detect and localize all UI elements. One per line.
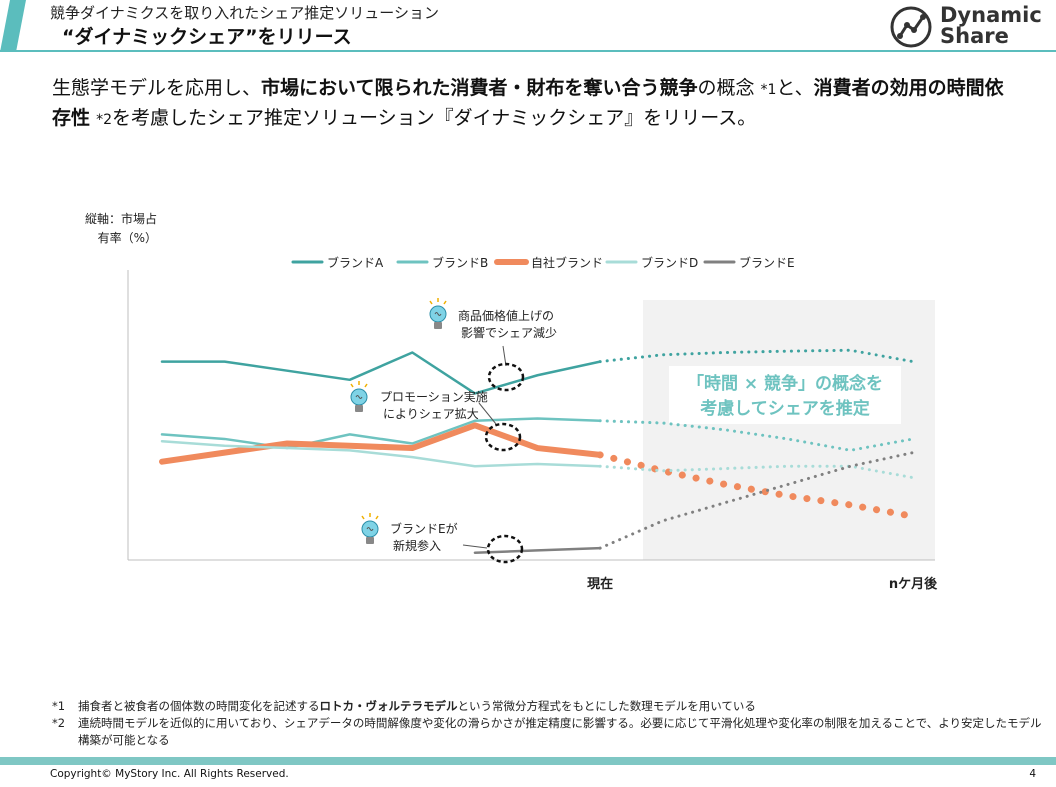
x-label-now: 現在 — [587, 576, 613, 592]
footnote-2-mark: *2 — [52, 716, 66, 730]
legend-label-1: ブランドB — [432, 255, 488, 270]
annotation-1-highlight — [484, 422, 522, 452]
legend-label-2: 自社ブランド — [531, 255, 603, 270]
footnote-1-bold: ロトカ・ヴォルテラモデル — [319, 699, 458, 713]
lead-text-5: を考慮したシェア推定ソリューション『ダイナミックシェア』をリリース。 — [111, 107, 757, 129]
page-number: 4 — [1029, 768, 1036, 780]
annotation-0-line2: 影響でシェア減少 — [461, 325, 557, 340]
projection-label-line2: 考慮してシェアを推定 — [699, 398, 870, 419]
header-subtitle: 競争ダイナミクスを取り入れたシェア推定ソリューション — [50, 4, 439, 22]
annotation-2-highlight — [486, 534, 524, 564]
annotation-2-line1: ブランドEが — [390, 521, 458, 536]
series-forecast-2 — [596, 451, 917, 520]
lead-bold-1: 市場において限られた消費者・財布を奪い合う競争 — [261, 77, 698, 99]
footnote-1-mark: *1 — [52, 699, 66, 713]
series-forecast-0 — [598, 348, 915, 364]
lightbulb-icon — [361, 513, 379, 544]
annotation-0-leader — [502, 345, 507, 367]
footnote-1: *1 捕食者と被食者の個体数の時間変化を記述するロトカ・ヴォルテラモデルという常… — [52, 698, 1042, 715]
annotation-0-line1: 商品価格値上げの — [458, 308, 554, 323]
footnote-2: *2 連続時間モデルを近似的に用いており、シェアデータの時間解像度や変化の滑らか… — [52, 715, 1042, 749]
footnote-1-text: 捕食者と被食者の個体数の時間変化を記述する — [78, 699, 320, 713]
annotation-1-line2: によりシェア拡大 — [383, 407, 479, 421]
x-label-n-months: nケ月後 — [889, 576, 938, 592]
series-layer — [159, 348, 917, 554]
series-actual-3 — [160, 439, 602, 468]
lead-text-2: の概念 — [697, 77, 761, 99]
header-divider — [0, 50, 1056, 52]
y-axis-label-line1: 縦軸：市場占 — [85, 211, 157, 226]
projection-area — [643, 300, 935, 560]
footnote-2-text: 連続時間モデルを近似的に用いており、シェアデータの時間解像度や変化の滑らかさが推… — [78, 716, 1042, 747]
logo-line1: Dynamic — [940, 3, 1042, 27]
dynamic-share-logo: Dynamic Share — [888, 4, 1054, 50]
footer-band — [0, 757, 1056, 765]
footnote-1-text-end: という常微分方程式をもとにした数理モデルを用いている — [457, 699, 756, 713]
series-forecast-1 — [598, 419, 915, 452]
legend-label-0: ブランドA — [327, 255, 384, 270]
lead-text-3: と、 — [776, 77, 814, 99]
page-title: “ダイナミックシェア”をリリース — [62, 26, 352, 48]
annotation-0-highlight — [487, 362, 525, 392]
copyright: Copyright© MyStory Inc. All Rights Reser… — [50, 768, 289, 780]
lead-note-2: *2 — [96, 112, 112, 128]
annotation-1-line1: プロモーション実施 — [380, 389, 488, 404]
legend-label-3: ブランドD — [641, 255, 698, 270]
annotation-2-line2: 新規参入 — [393, 538, 441, 553]
series-forecast-3 — [598, 464, 915, 480]
annotation-1-leader — [478, 402, 497, 425]
logo-chart-icon — [890, 6, 932, 48]
annotation-2-leader — [462, 544, 488, 549]
chart-legend: ブランドA ブランドB 自社ブランド ブランドD ブランドE — [291, 255, 795, 270]
series-actual-1 — [160, 417, 602, 450]
series-actual-4 — [473, 546, 602, 554]
series-forecast-4 — [598, 451, 915, 550]
lightbulb-icon — [350, 381, 368, 412]
logo-text: Dynamic Share — [940, 5, 1042, 47]
lead-text-1: 生態学モデルを応用し、 — [52, 77, 262, 99]
projection-label-line1: 「時間 × 競争」の概念を — [687, 373, 883, 394]
lead-paragraph: 生態学モデルを応用し、市場において限られた消費者・財布を奪い合う競争の概念 *1… — [52, 74, 1012, 134]
legend-label-4: ブランドE — [739, 255, 795, 270]
projection-label-box — [669, 366, 901, 424]
lightbulb-icon — [429, 298, 447, 329]
logo-line2: Share — [940, 24, 1009, 48]
annotation-layer: 商品価格値上げの影響でシェア減少プロモーション実施によりシェア拡大ブランドEが新… — [350, 298, 557, 564]
y-axis-label-line2: 有率（%） — [98, 230, 157, 245]
lead-note-1: *1 — [760, 82, 777, 98]
lead-bold-2: 消費者の効用の時間依存性 — [52, 77, 1004, 129]
header-accent-bar — [0, 0, 26, 52]
series-actual-2 — [159, 422, 604, 465]
footnotes: *1 捕食者と被食者の個体数の時間変化を記述するロトカ・ヴォルテラモデルという常… — [52, 698, 1042, 749]
series-actual-0 — [160, 351, 602, 395]
